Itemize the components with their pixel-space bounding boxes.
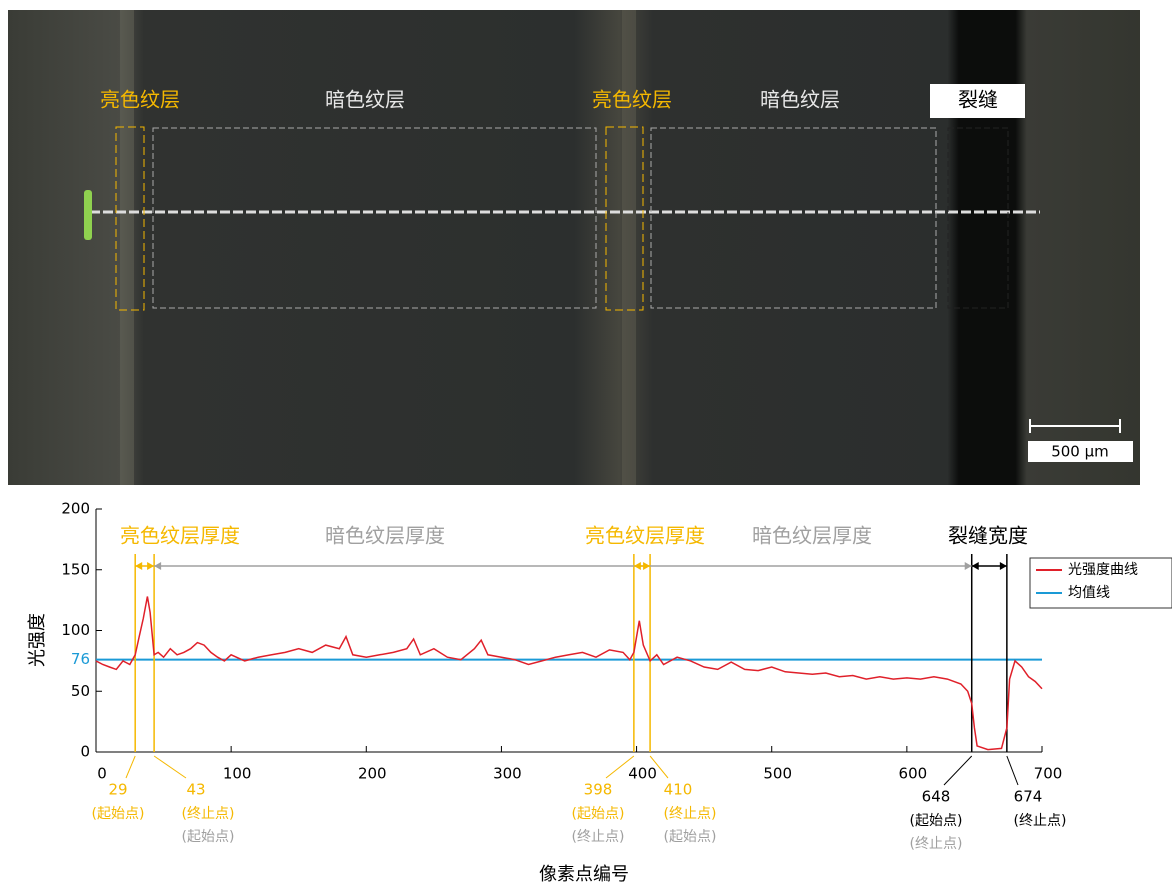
- photo-label: 暗色纹层: [325, 88, 405, 112]
- arrow: [633, 562, 651, 570]
- marker-note: (起始点): [664, 829, 717, 845]
- series-line: [95, 596, 1043, 751]
- marker-label: 410: [664, 781, 693, 799]
- region-label: 亮色纹层厚度: [585, 524, 705, 548]
- region-box: [115, 126, 145, 311]
- leader: [605, 755, 635, 779]
- arrow: [135, 562, 155, 570]
- y-axis-label: 光强度: [27, 613, 48, 667]
- marker-note: (终止点): [1014, 813, 1067, 829]
- y-tick-label: 50: [71, 682, 90, 700]
- region-label: 暗色纹层厚度: [325, 524, 445, 548]
- y-tick-label: 200: [61, 500, 90, 518]
- x-tick-label: 0: [97, 765, 107, 783]
- x-tick-label: 100: [223, 765, 252, 783]
- marker-note: (起始点): [910, 813, 963, 829]
- scale-box: [1028, 441, 1133, 462]
- profile-start: [84, 190, 92, 240]
- x-tick-label: 300: [493, 765, 522, 783]
- marker-note: (终止点): [910, 836, 963, 852]
- marker-label: 648: [922, 788, 951, 806]
- marker-note: (终止点): [572, 829, 625, 845]
- region-label: 暗色纹层厚度: [752, 524, 872, 548]
- leader: [125, 755, 136, 779]
- region-box: [650, 127, 937, 309]
- label-box: [930, 84, 1025, 118]
- photo-label: 亮色纹层: [592, 88, 672, 112]
- marker-label: 674: [1014, 788, 1043, 806]
- x-tick-label: 700: [1034, 765, 1063, 783]
- photo-label: 裂缝: [958, 88, 998, 112]
- leader: [1006, 755, 1019, 786]
- y-tick-label: 150: [61, 560, 90, 578]
- marker-note: (起始点): [92, 806, 145, 822]
- marker-label: 398: [584, 781, 613, 799]
- leader: [943, 755, 973, 786]
- region-label: 亮色纹层厚度: [120, 524, 240, 548]
- y-tick-label: 100: [61, 621, 90, 639]
- x-axis-label: 像素点编号: [539, 864, 629, 885]
- marker-label: 43: [186, 781, 205, 799]
- legend-label: 均值线: [1068, 585, 1110, 601]
- x-tick-label: 400: [628, 765, 657, 783]
- legend: [1029, 557, 1172, 609]
- photo: [8, 10, 1140, 485]
- x-tick-label: 200: [358, 765, 387, 783]
- region-box: [605, 126, 644, 311]
- leader: [649, 755, 669, 779]
- legend-label: 光强度曲线: [1068, 562, 1138, 578]
- x-tick-label: 500: [763, 765, 792, 783]
- leader: [153, 755, 187, 779]
- region-label: 裂缝宽度: [948, 524, 1028, 548]
- y-tick-label: 0: [80, 743, 90, 761]
- marker-label: 29: [108, 781, 127, 799]
- photo-label: 暗色纹层: [760, 88, 840, 112]
- mean-label: 76: [71, 650, 90, 668]
- region-box: [947, 127, 1009, 309]
- marker-note: (终止点): [182, 806, 235, 822]
- scale-label: 500 μm: [1051, 443, 1109, 461]
- bright-streak: [120, 10, 134, 485]
- marker-note: (终止点): [664, 806, 717, 822]
- photo-label: 亮色纹层: [100, 88, 180, 112]
- marker-note: (起始点): [572, 806, 625, 822]
- x-tick-label: 600: [899, 765, 928, 783]
- marker-note: (起始点): [182, 829, 235, 845]
- bright-streak: [622, 10, 636, 485]
- region-box: [152, 127, 597, 309]
